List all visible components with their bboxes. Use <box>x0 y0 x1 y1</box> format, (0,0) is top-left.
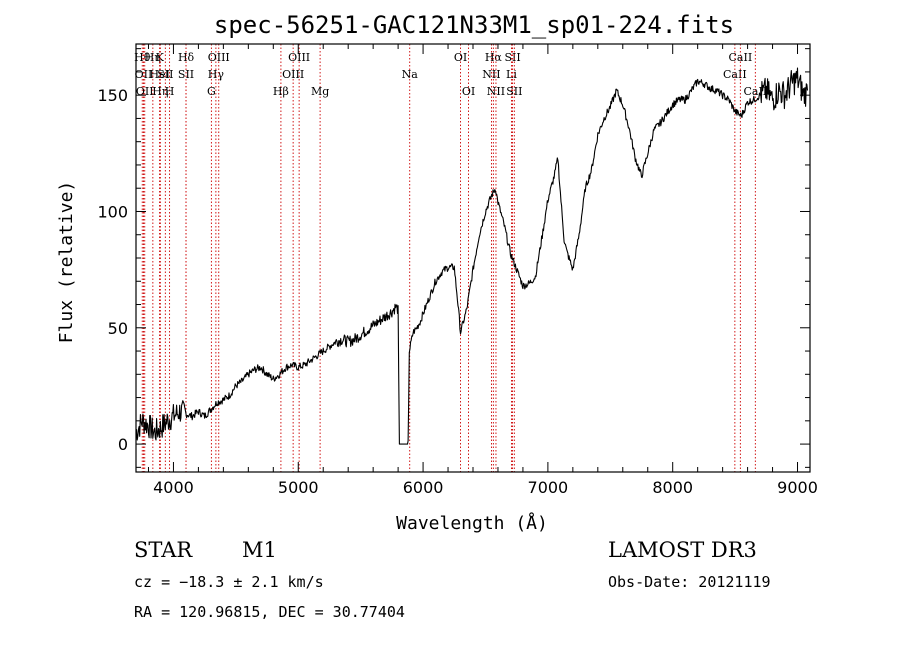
x-tick-label: 5000 <box>278 478 319 497</box>
line-marker-label: Hθ <box>134 51 151 64</box>
object-class: STAR <box>134 538 193 562</box>
coordinates-readout: RA = 120.96815, DEC = 30.77404 <box>134 603 405 621</box>
line-marker-label: K <box>156 51 165 64</box>
line-marker-label: SII <box>504 51 520 64</box>
redshift-readout: cz = −18.3 ± 2.1 km/s <box>134 573 324 591</box>
line-marker-label: OIII <box>282 68 304 81</box>
object-subclass: M1 <box>242 538 277 562</box>
survey-name: LAMOST DR3 <box>608 538 757 562</box>
line-marker-label: SII <box>506 85 522 98</box>
observation-date: Obs-Date: 20121119 <box>608 573 771 591</box>
y-axis-label: Flux (relative) <box>56 181 77 344</box>
line-marker-label: OII <box>135 68 153 81</box>
line-marker-label: Hη <box>152 85 168 98</box>
line-marker-label: OII <box>136 85 154 98</box>
line-marker-label: HeI <box>149 68 169 81</box>
line-marker-label: Hβ <box>273 85 289 98</box>
line-marker-label: Hγ <box>208 68 225 81</box>
line-marker-label: CaII <box>729 51 753 64</box>
line-marker-label: OI <box>462 85 475 98</box>
x-tick-label: 6000 <box>403 478 444 497</box>
y-tick-label: 0 <box>118 435 128 454</box>
line-marker-label: Na <box>402 68 419 81</box>
line-marker-label: Hη <box>145 51 161 64</box>
x-tick-label: 9000 <box>777 478 818 497</box>
line-marker-label: Mg <box>311 85 329 98</box>
line-marker-label: OI <box>454 51 467 64</box>
x-axis-label: Wavelength (Å) <box>396 512 548 534</box>
x-tick-label: 8000 <box>652 478 693 497</box>
line-marker-label: SII <box>157 68 173 81</box>
y-tick-label: 50 <box>108 319 128 338</box>
y-tick-label: 100 <box>97 202 128 221</box>
line-marker-label: OIII <box>288 51 310 64</box>
series-line-flux <box>135 67 809 445</box>
line-marker-label: SII <box>178 68 194 81</box>
line-marker-label: H <box>165 85 175 98</box>
x-tick-label: 4000 <box>153 478 194 497</box>
chart-title: spec-56251-GAC121N33M1_sp01-224.fits <box>214 11 734 39</box>
line-marker-label: Li <box>506 68 517 81</box>
line-marker-label: NII <box>482 68 500 81</box>
line-marker-label: CaII <box>723 68 747 81</box>
x-tick-label: 7000 <box>528 478 569 497</box>
line-marker-label: OIII <box>208 51 230 64</box>
line-marker-label: Hα <box>485 51 503 64</box>
line-marker-label: G <box>207 85 216 98</box>
plot-frame <box>135 43 811 473</box>
line-marker-label: NII <box>487 85 505 98</box>
y-tick-label: 150 <box>97 86 128 105</box>
line-marker-label: Hδ <box>178 51 195 64</box>
